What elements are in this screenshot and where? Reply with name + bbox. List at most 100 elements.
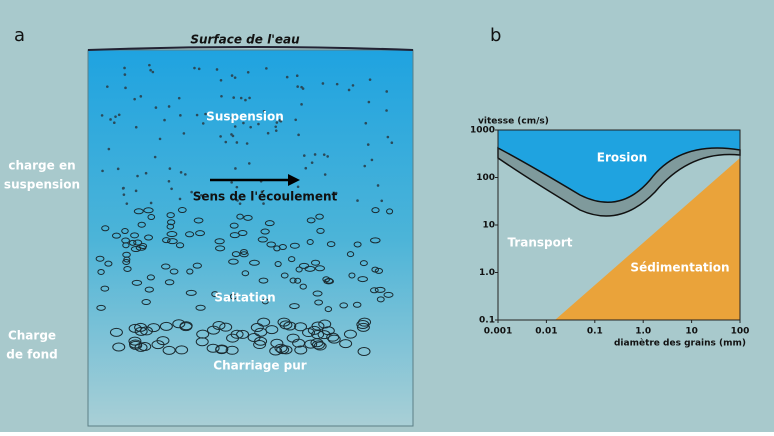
particle xyxy=(150,202,153,205)
y-tick-label: 10 xyxy=(482,221,495,231)
particle xyxy=(117,168,120,171)
particle xyxy=(234,125,237,128)
particle xyxy=(231,74,234,77)
particle xyxy=(108,148,111,151)
particle xyxy=(322,82,325,85)
particle xyxy=(348,89,351,92)
particle xyxy=(168,180,171,183)
particle xyxy=(220,95,223,98)
particle xyxy=(248,97,251,100)
panel-label: a xyxy=(14,25,25,46)
particle xyxy=(224,141,227,144)
particle xyxy=(240,97,243,100)
particle xyxy=(232,96,235,99)
particle xyxy=(248,162,251,165)
panel-label: b xyxy=(490,25,501,46)
x-tick-label: 0.01 xyxy=(535,327,557,337)
particle xyxy=(296,85,299,88)
particle xyxy=(219,135,222,138)
particle xyxy=(236,141,239,144)
particle xyxy=(154,156,157,159)
particle xyxy=(114,115,117,118)
particle xyxy=(296,74,299,77)
x-tick-label: 100 xyxy=(731,327,750,337)
left-label: charge en xyxy=(8,159,75,173)
particle xyxy=(113,121,116,124)
particle xyxy=(391,141,394,144)
particle xyxy=(323,153,326,156)
particle xyxy=(178,97,181,100)
particle xyxy=(122,187,125,190)
particle xyxy=(311,161,314,164)
particle xyxy=(304,167,307,170)
particle xyxy=(135,126,138,129)
particle xyxy=(152,71,155,74)
particle xyxy=(163,119,166,122)
particle xyxy=(249,126,252,129)
particle xyxy=(202,122,205,125)
suspension-label: Suspension xyxy=(206,110,284,124)
particle xyxy=(155,106,158,109)
particle xyxy=(124,87,127,90)
x-tick-label: 0.001 xyxy=(484,327,512,337)
particle xyxy=(385,90,388,93)
particle xyxy=(336,83,339,86)
particle xyxy=(267,132,270,135)
particle xyxy=(109,118,112,121)
particle xyxy=(133,98,136,101)
particle xyxy=(377,184,380,187)
y-tick-label: 1.0 xyxy=(479,268,495,278)
flow-label: Sens de l'écoulement xyxy=(193,190,338,204)
particle xyxy=(106,85,109,88)
particle xyxy=(126,202,129,205)
y-tick-label: 100 xyxy=(476,173,495,183)
particle xyxy=(193,67,196,70)
particle xyxy=(140,95,143,98)
particle xyxy=(303,154,306,157)
y-tick-label: 1000 xyxy=(470,126,495,136)
particle xyxy=(275,129,278,132)
particle xyxy=(184,173,187,176)
particle xyxy=(230,181,233,184)
particle xyxy=(234,76,237,79)
particle xyxy=(367,143,370,146)
particle xyxy=(216,68,219,71)
particle xyxy=(124,73,127,76)
particle xyxy=(179,198,182,201)
particle xyxy=(183,132,186,135)
particle xyxy=(196,114,199,117)
particle xyxy=(168,105,171,108)
particle xyxy=(179,114,182,117)
particle xyxy=(244,99,247,102)
particle xyxy=(314,153,317,156)
particle xyxy=(380,199,383,202)
region-label: Erosion xyxy=(597,151,647,165)
particle xyxy=(352,84,355,87)
particle xyxy=(368,101,371,104)
left-label: suspension xyxy=(4,178,80,192)
particle xyxy=(385,109,388,112)
particle xyxy=(180,171,183,174)
particle xyxy=(286,76,289,79)
particle xyxy=(265,67,268,70)
surface-label: Surface de l'eau xyxy=(190,33,300,47)
bedload-label: Charriage pur xyxy=(213,359,307,373)
saltation-label: Saltation xyxy=(214,291,275,305)
particle xyxy=(145,172,148,175)
particle xyxy=(297,134,300,137)
particle xyxy=(294,118,297,121)
y-tick-label: 0.1 xyxy=(479,316,495,326)
particle xyxy=(220,79,223,82)
particle xyxy=(387,136,390,139)
x-axis-label: diamètre des grains (mm) xyxy=(614,338,746,349)
particle xyxy=(274,125,277,128)
particle xyxy=(302,87,305,90)
particle xyxy=(230,133,233,136)
particle xyxy=(326,155,329,158)
left-label: Charge xyxy=(8,329,56,343)
particle xyxy=(297,185,300,188)
particle xyxy=(363,165,366,168)
particle xyxy=(247,71,250,74)
particle xyxy=(159,138,162,141)
particle xyxy=(246,142,249,145)
